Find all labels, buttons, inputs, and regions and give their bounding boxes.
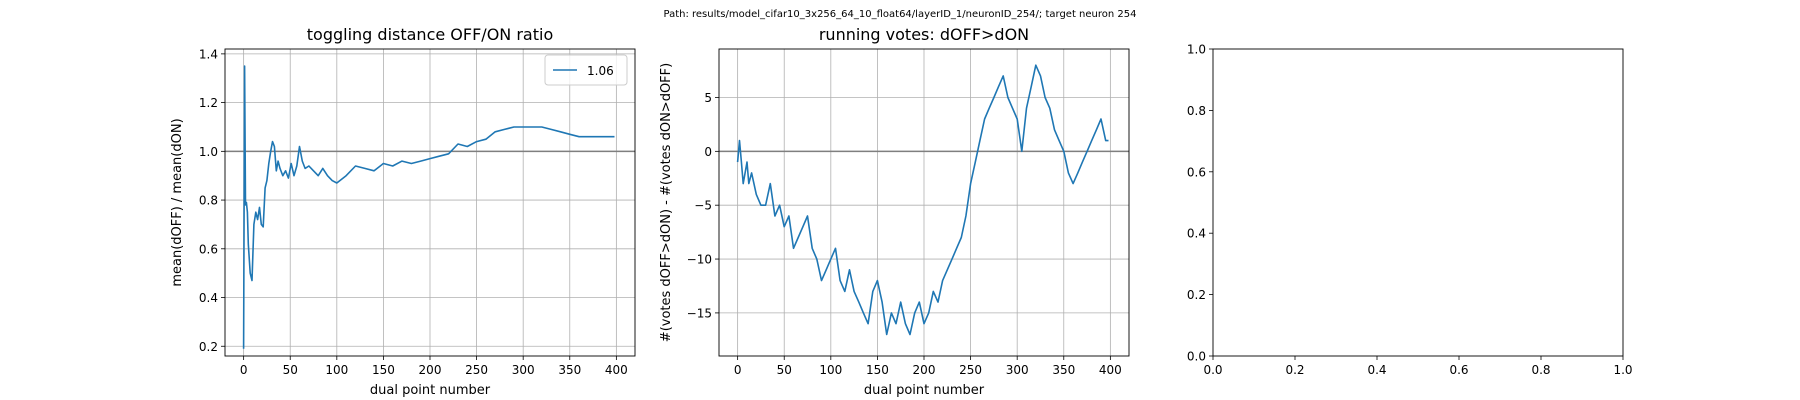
y-tick-label: 0.8 — [199, 194, 218, 208]
x-tick-label: 300 — [1006, 363, 1029, 377]
y-axis-label: mean(dOFF) / mean(dON) — [170, 118, 185, 286]
x-axis-label: dual point number — [864, 383, 985, 398]
x-tick-label: 250 — [465, 363, 488, 377]
y-tick-label: −15 — [687, 306, 712, 320]
x-tick-label: 400 — [605, 363, 628, 377]
y-axis-label: #(votes dOFF>dON) - #(votes dON>dOFF) — [659, 63, 674, 342]
y-tick-label: 0.6 — [1187, 165, 1206, 179]
axes-frame — [718, 48, 1130, 357]
x-tick-label: 200 — [913, 363, 936, 377]
chart-panel-3: 0.0 0.2 0.4 0.6 0.8 1.0 0.0 0.2 0.4 0.6 0.8 1.0 — [1187, 43, 1633, 378]
y-tick-label: −10 — [687, 253, 712, 267]
x-tick-label: 100 — [819, 363, 842, 377]
x-tick-label: 0.8 — [1531, 363, 1550, 377]
x-tick-label: 350 — [558, 363, 581, 377]
x-tick-label: 0.2 — [1285, 363, 1304, 377]
x-tick-label: 1.0 — [1613, 363, 1632, 377]
legend-label: 1.06 — [587, 64, 614, 78]
chart-panel-1: 0 50 100 150 200 250 300 350 400 0.2 0.4 0.6 0.8 1.0 1… — [170, 25, 636, 398]
x-tick-label: 350 — [1052, 363, 1075, 377]
x-tick-label: 0.6 — [1449, 363, 1468, 377]
x-tick-label: 150 — [866, 363, 889, 377]
x-tick-label: 0.4 — [1367, 363, 1386, 377]
series-line-1 — [242, 65, 615, 349]
x-tick-label: 300 — [512, 363, 535, 377]
x-axis-label: dual point number — [370, 383, 491, 398]
axes-frame — [1212, 48, 1624, 357]
y-tick-label: 0.4 — [199, 291, 218, 305]
y-tick-label: 0 — [704, 145, 712, 159]
x-tick-label: 100 — [325, 363, 348, 377]
y-tick-label: 5 — [704, 91, 712, 105]
y-tick-label: 1.0 — [1187, 43, 1206, 57]
chart-title: toggling distance OFF/ON ratio — [307, 25, 553, 44]
x-tick-label: 200 — [419, 363, 442, 377]
x-tick-label: 0.0 — [1203, 363, 1222, 377]
y-tick-label: 0.2 — [199, 340, 218, 354]
x-tick-label: 50 — [283, 363, 298, 377]
chart-panels: 0 50 100 150 200 250 300 350 4000.20.40.60.81.01… — [170, 25, 1633, 398]
y-tick-label: 0.2 — [1187, 288, 1206, 302]
figure-suptitle: Path: results/model_cifar10_3x256_64_10_… — [664, 9, 1137, 20]
series-line-1 — [736, 64, 1109, 336]
y-tick-label: 0.6 — [199, 242, 218, 256]
chart-title: running votes: dOFF>dON — [819, 25, 1029, 44]
x-tick-label: 400 — [1099, 363, 1122, 377]
y-tick-label: −5 — [694, 199, 712, 213]
y-tick-label: 0.8 — [1187, 104, 1206, 118]
x-tick-label: 0 — [240, 363, 248, 377]
x-tick-label: 150 — [372, 363, 395, 377]
y-tick-label: 0.4 — [1187, 227, 1206, 241]
x-tick-label: 0 — [734, 363, 742, 377]
y-tick-label: 1.4 — [199, 47, 218, 61]
y-tick-label: 0.0 — [1187, 350, 1206, 364]
axes-frame — [224, 48, 636, 357]
chart-panel-2: 0 50 100 150 200 250 300 350 400 −15 −10 −5 0 5 runnin… — [659, 25, 1130, 398]
y-tick-label: 1.0 — [199, 145, 218, 159]
x-tick-label: 50 — [777, 363, 792, 377]
y-tick-label: 1.2 — [199, 96, 218, 110]
legend-box — [544, 54, 628, 86]
x-tick-label: 250 — [959, 363, 982, 377]
